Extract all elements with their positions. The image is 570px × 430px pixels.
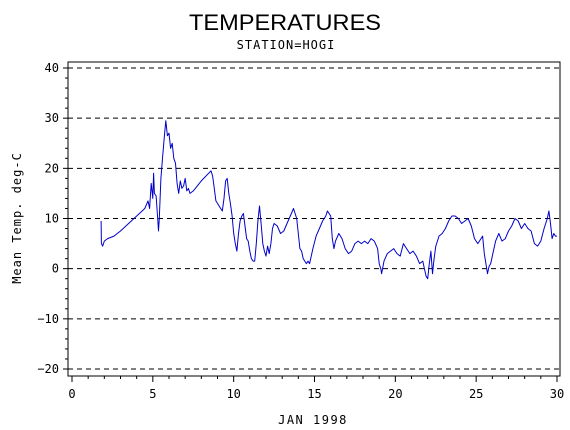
chart-subtitle: STATION=HOGI — [237, 38, 336, 52]
x-axis: 0 5 10 15 20 25 30 — [68, 376, 564, 401]
y-axis-label: Mean Temp. deg-C — [10, 152, 24, 284]
x-tick-label: 20 — [388, 387, 402, 401]
plot-frame — [67, 61, 561, 377]
x-tick-label: 5 — [149, 387, 156, 401]
x-tick-label: 0 — [68, 387, 75, 401]
y-tick-label: −20 — [37, 362, 59, 376]
y-tick-label: 40 — [45, 61, 59, 75]
y-tick-label: −10 — [37, 312, 59, 326]
x-axis-label: JAN 1998 — [278, 413, 348, 427]
y-tick-label: 0 — [52, 262, 59, 276]
gridlines — [68, 67, 560, 370]
x-tick-label: 15 — [307, 387, 321, 401]
x-tick-label: 10 — [226, 387, 240, 401]
series-line — [100, 120, 557, 280]
chart-title: TEMPERATURES — [189, 10, 381, 35]
x-tick-label: 30 — [550, 387, 564, 401]
y-tick-label: 30 — [45, 111, 59, 125]
y-tick-label: 10 — [45, 212, 59, 226]
x-tick-label: 25 — [469, 387, 483, 401]
y-axis: −20 −10 0 10 20 30 40 — [37, 61, 68, 376]
series-layer — [100, 120, 557, 280]
y-tick-label: 20 — [45, 161, 59, 175]
